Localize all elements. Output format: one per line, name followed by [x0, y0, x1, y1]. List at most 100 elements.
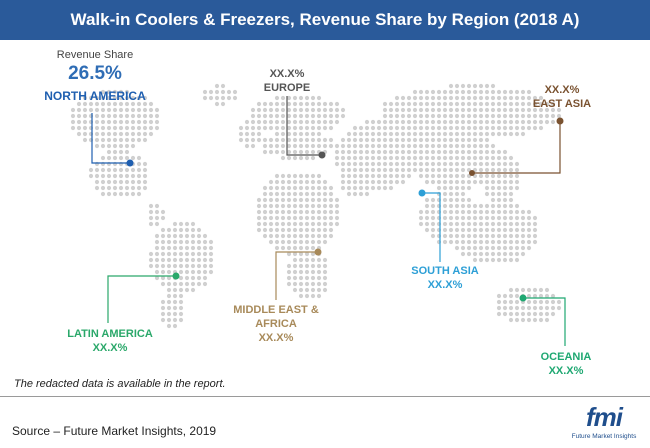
map-dot [346, 179, 352, 185]
map-dot [448, 101, 454, 107]
map-dot [274, 173, 280, 179]
map-dot [502, 125, 508, 131]
map-dot [208, 89, 214, 95]
map-dot [478, 203, 484, 209]
map-dot [466, 137, 472, 143]
map-dot [274, 125, 280, 131]
map-dot [340, 107, 346, 113]
map-dot [202, 269, 208, 275]
map-dot [478, 131, 484, 137]
map-dot [328, 233, 334, 239]
map-dot [400, 101, 406, 107]
map-dot [322, 101, 328, 107]
map-dot [298, 137, 304, 143]
map-dot [526, 125, 532, 131]
map-dot [184, 269, 190, 275]
map-dot [454, 167, 460, 173]
map-dot [112, 107, 118, 113]
map-dot [190, 263, 196, 269]
map-dot [316, 269, 322, 275]
map-dot [148, 131, 154, 137]
map-dot [298, 101, 304, 107]
map-dot [94, 113, 100, 119]
map-dot [490, 155, 496, 161]
middle-east-africa-name-line2: AFRICA [255, 318, 297, 330]
map-dot [178, 311, 184, 317]
map-dot [304, 191, 310, 197]
map-dot [478, 233, 484, 239]
map-dot [178, 287, 184, 293]
map-dot [100, 137, 106, 143]
map-dot [364, 125, 370, 131]
map-dot [436, 107, 442, 113]
map-dot [514, 107, 520, 113]
map-dot [262, 209, 268, 215]
map-dot [352, 179, 358, 185]
map-dot [226, 89, 232, 95]
map-dot [442, 161, 448, 167]
map-dot [316, 191, 322, 197]
map-dot [364, 137, 370, 143]
map-dot [274, 203, 280, 209]
map-dot [316, 281, 322, 287]
map-dot [508, 131, 514, 137]
map-dot [112, 149, 118, 155]
map-dot [538, 299, 544, 305]
map-dot [406, 107, 412, 113]
map-dot [154, 263, 160, 269]
map-dot [142, 119, 148, 125]
map-dot [208, 269, 214, 275]
map-dot [376, 131, 382, 137]
map-dot [268, 107, 274, 113]
map-dot [76, 131, 82, 137]
map-dot [166, 227, 172, 233]
map-dot [136, 173, 142, 179]
map-dot [316, 113, 322, 119]
map-dot [460, 221, 466, 227]
map-dot [532, 305, 538, 311]
map-dot [154, 125, 160, 131]
map-dot [394, 179, 400, 185]
map-dot [352, 131, 358, 137]
map-dot [124, 107, 130, 113]
map-dot [238, 131, 244, 137]
map-dot [328, 143, 334, 149]
map-dot [484, 209, 490, 215]
map-dot [412, 101, 418, 107]
map-dot [118, 173, 124, 179]
map-dot [406, 95, 412, 101]
map-dot [478, 167, 484, 173]
map-dot [364, 149, 370, 155]
map-dot [268, 209, 274, 215]
map-dot [478, 227, 484, 233]
map-dot [292, 185, 298, 191]
map-dot [148, 113, 154, 119]
map-dot [502, 299, 508, 305]
map-dot [298, 227, 304, 233]
map-dot [136, 131, 142, 137]
map-dot [322, 209, 328, 215]
map-dot [292, 137, 298, 143]
map-dot [532, 215, 538, 221]
map-dot [520, 95, 526, 101]
map-dot [430, 209, 436, 215]
map-dot [334, 143, 340, 149]
map-dot [316, 227, 322, 233]
map-dot [370, 119, 376, 125]
map-dot [166, 287, 172, 293]
map-dot [424, 227, 430, 233]
map-dot [508, 215, 514, 221]
map-dot [346, 191, 352, 197]
map-dot [274, 209, 280, 215]
map-dot [112, 119, 118, 125]
map-dot [544, 311, 550, 317]
map-dot [190, 233, 196, 239]
map-dot [286, 131, 292, 137]
europe-name: EUROPE [263, 82, 311, 94]
map-dot [496, 221, 502, 227]
map-dot [328, 107, 334, 113]
map-dot [334, 215, 340, 221]
map-dot [112, 95, 118, 101]
map-dot [310, 101, 316, 107]
map-dot [520, 251, 526, 257]
